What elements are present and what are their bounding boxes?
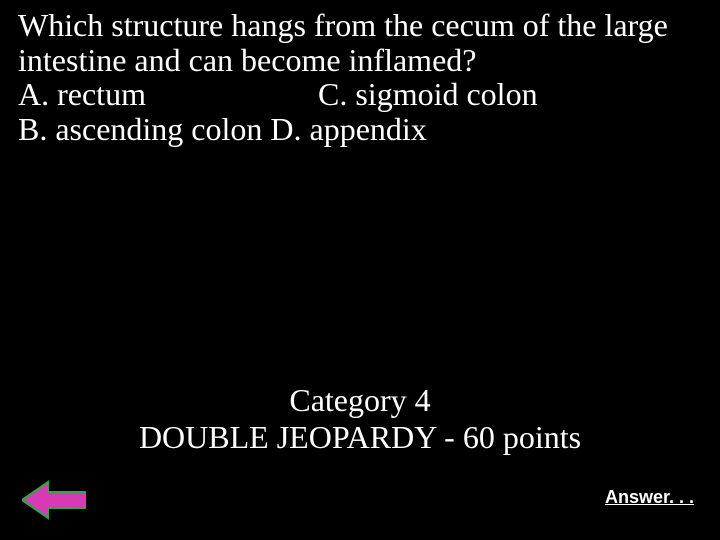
options-row-2: B. ascending colon D. appendix (18, 112, 702, 147)
category-block: Category 4 DOUBLE JEOPARDY - 60 points (0, 382, 720, 456)
option-a: A. rectum (18, 77, 318, 112)
category-line-2: DOUBLE JEOPARDY - 60 points (0, 419, 720, 456)
question-block: Which structure hangs from the cecum of … (0, 0, 720, 146)
category-line-1: Category 4 (0, 382, 720, 419)
option-b: B. ascending colon (18, 112, 270, 147)
back-arrow-icon (22, 480, 86, 520)
options-row-1: A. rectum C. sigmoid colon (18, 77, 702, 112)
back-arrow-button[interactable] (22, 480, 86, 520)
question-prompt: Which structure hangs from the cecum of … (18, 8, 702, 77)
option-c: C. sigmoid colon (318, 77, 538, 112)
option-d: D. appendix (270, 112, 426, 147)
answer-link[interactable]: Answer. . . (605, 487, 694, 508)
